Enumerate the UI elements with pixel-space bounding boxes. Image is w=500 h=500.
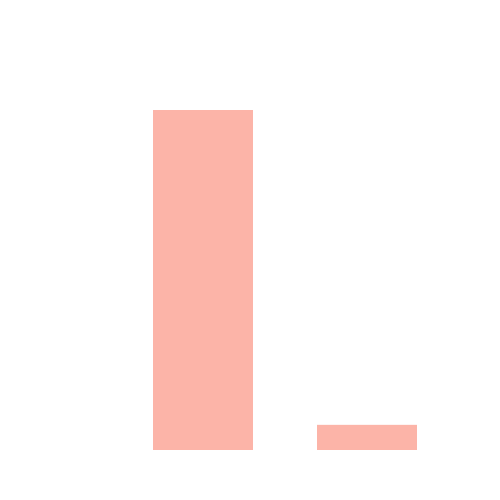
bar	[317, 424, 417, 450]
bar	[153, 110, 253, 450]
